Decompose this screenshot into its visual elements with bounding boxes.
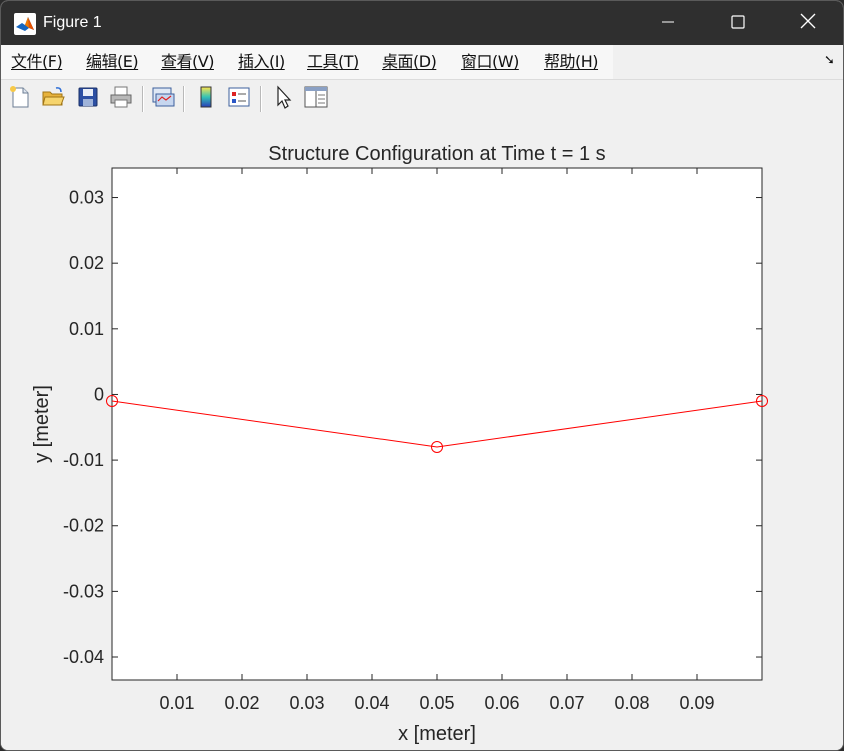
menu-help[interactable]: 帮助(H) xyxy=(544,52,599,71)
x-tick-label: 0.09 xyxy=(679,693,714,713)
x-tick-label: 0.08 xyxy=(614,693,649,713)
insert-legend-button[interactable] xyxy=(224,84,254,114)
new-figure-button[interactable] xyxy=(5,84,35,114)
series-line xyxy=(111,400,763,448)
y-tick-label: 0.01 xyxy=(69,319,104,339)
series-point-marker xyxy=(431,440,443,453)
y-axis-label: y [meter] xyxy=(31,385,53,463)
x-tick-label: 0.01 xyxy=(159,693,194,713)
title-bar[interactable]: Figure 1 xyxy=(1,1,843,45)
menu-tools[interactable]: 工具(T) xyxy=(307,52,359,71)
figure-canvas: Structure Configuration at Time t = 1 s … xyxy=(1,119,843,750)
property-inspector-button[interactable] xyxy=(301,84,331,114)
plot-svg: Structure Configuration at Time t = 1 s … xyxy=(31,143,768,745)
minimize-button[interactable] xyxy=(633,1,703,45)
y-axis: 0.03 0.02 0.01 0 -0.01 -0.02 -0.03 -0.04 xyxy=(63,188,762,667)
save-button[interactable] xyxy=(73,84,103,114)
x-axis: 0.01 0.02 0.03 0.04 0.05 0.06 0.07 0.08 0.09 xyxy=(159,168,715,713)
y-tick-label: 0.02 xyxy=(69,253,104,273)
menu-edit[interactable]: 编辑(E) xyxy=(86,52,139,71)
x-axis-label: x [meter] xyxy=(398,723,476,745)
maximize-button[interactable] xyxy=(703,1,773,45)
menu-window[interactable]: 窗口(W) xyxy=(461,52,519,71)
link-plot-button[interactable] xyxy=(148,84,178,114)
menu-insert[interactable]: 插入(I) xyxy=(238,52,285,71)
x-tick-label: 0.07 xyxy=(549,693,584,713)
open-file-button[interactable] xyxy=(38,84,68,114)
x-tick-label: 0.02 xyxy=(224,693,259,713)
edit-plot-arrow-icon xyxy=(271,85,295,113)
insert-colorbar-icon xyxy=(194,85,218,113)
menu-file[interactable]: 文件(F) xyxy=(11,52,63,71)
series-point-marker xyxy=(756,395,768,408)
y-tick-label: -0.01 xyxy=(63,450,104,470)
figure-toolbar xyxy=(1,79,843,120)
window-title: Figure 1 xyxy=(43,14,102,31)
plot-series xyxy=(106,395,768,453)
axes-box[interactable] xyxy=(111,167,763,681)
open-file-icon xyxy=(41,85,65,113)
print-button[interactable] xyxy=(106,84,136,114)
y-tick-label: 0 xyxy=(94,384,104,404)
menu-bar: 文件(F) 编辑(E) 查看(V) 插入(I) 工具(T) 桌面(D) 窗口(W… xyxy=(1,45,843,79)
menu-desktop[interactable]: 桌面(D) xyxy=(382,52,437,71)
series-point-marker xyxy=(106,395,118,408)
y-tick-label: 0.03 xyxy=(69,188,104,208)
edit-plot-button[interactable] xyxy=(268,84,298,114)
close-icon xyxy=(800,13,816,33)
maximize-icon xyxy=(731,14,745,33)
property-inspector-icon xyxy=(303,85,329,113)
menu-view[interactable]: 查看(V) xyxy=(161,52,214,71)
x-tick-label: 0.06 xyxy=(484,693,519,713)
x-tick-label: 0.04 xyxy=(354,693,389,713)
y-tick-label: -0.04 xyxy=(63,647,104,667)
insert-colorbar-button[interactable] xyxy=(191,84,221,114)
save-icon xyxy=(76,85,100,113)
x-tick-label: 0.03 xyxy=(289,693,324,713)
close-button[interactable] xyxy=(773,1,843,45)
link-plot-icon xyxy=(150,85,176,113)
y-tick-label: -0.03 xyxy=(63,581,104,601)
x-tick-label: 0.05 xyxy=(419,693,454,713)
new-figure-icon xyxy=(8,85,32,113)
insert-legend-icon xyxy=(227,85,251,113)
y-tick-label: -0.02 xyxy=(63,516,104,536)
matlab-logo-icon xyxy=(14,13,36,35)
minimize-icon xyxy=(661,14,675,33)
print-icon xyxy=(108,85,134,113)
chart-title: Structure Configuration at Time t = 1 s xyxy=(268,143,605,165)
dock-arrow-icon[interactable]: ➘ xyxy=(824,53,835,68)
